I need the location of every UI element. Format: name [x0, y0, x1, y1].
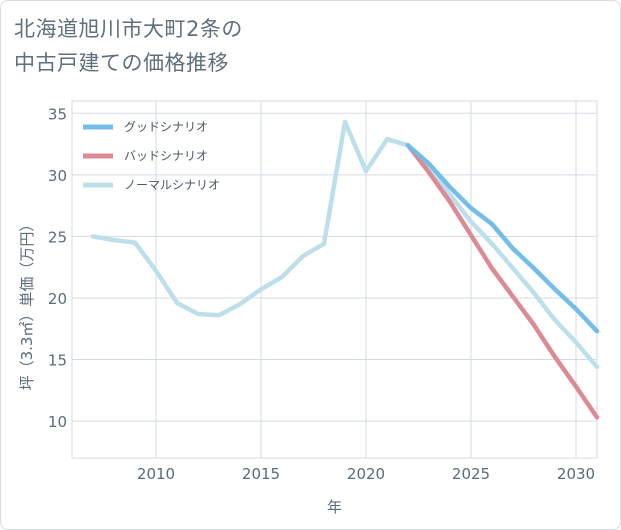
x-tick-label: 2010: [137, 465, 175, 483]
y-tick-label: 20: [48, 290, 67, 308]
y-tick-label: 30: [48, 167, 67, 185]
chart-title-line-1: 北海道旭川市大町2条の: [14, 17, 243, 41]
x-axis-title: 年: [327, 498, 342, 516]
y-tick-label: 35: [48, 105, 67, 123]
x-tick-label: 2025: [452, 465, 490, 483]
x-tick-label: 2015: [242, 465, 280, 483]
legend-label: グッドシナリオ: [124, 120, 208, 134]
y-tick-label: 15: [48, 352, 67, 370]
series-line-0: [405, 143, 600, 334]
y-tick-label: 25: [48, 228, 67, 246]
plot-area: [71, 100, 598, 459]
x-tick-label: 2020: [347, 465, 385, 483]
y-tick-label: 10: [48, 413, 67, 431]
y-axis-title: 坪（3.3㎡）単価（万円）: [18, 217, 36, 391]
legend-label: ノーマルシナリオ: [124, 178, 220, 192]
chart-title-line-2: 中古戸建ての価格推移: [14, 51, 229, 75]
series-line-1: [405, 143, 600, 420]
series-line-2: [90, 119, 600, 370]
x-tick-label: 2030: [557, 465, 595, 483]
chart-title: 北海道旭川市大町2条の 中古戸建ての価格推移: [14, 12, 243, 80]
legend-label: バッドシナリオ: [124, 149, 208, 163]
